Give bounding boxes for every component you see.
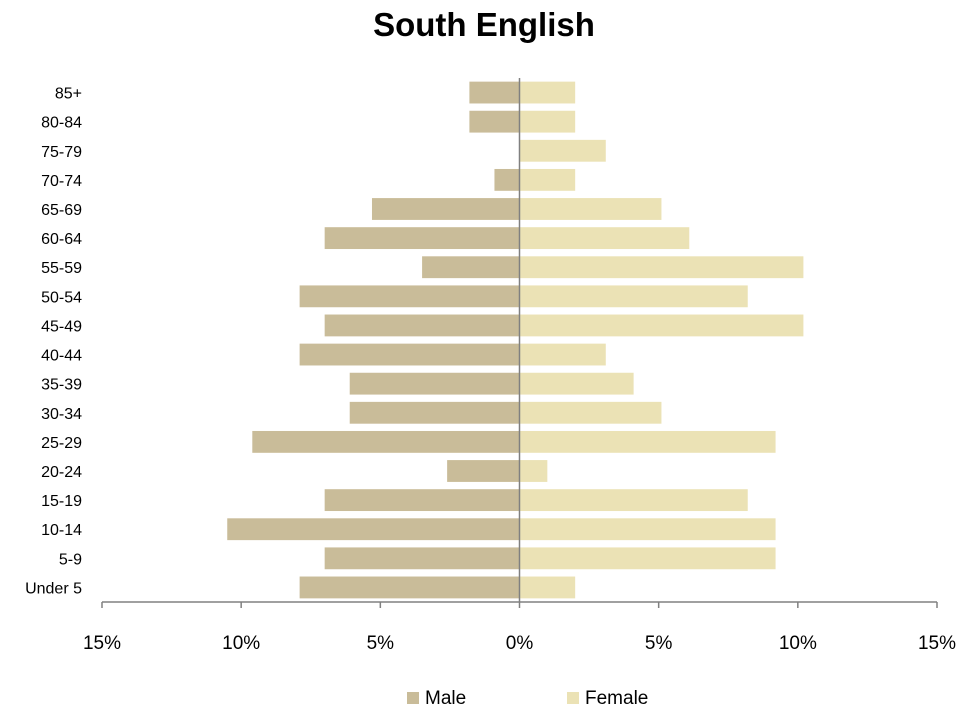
y-tick-label: 35-39 xyxy=(41,377,82,394)
x-tick-label: 0% xyxy=(506,633,534,654)
y-tick-label: 55-59 xyxy=(41,260,82,277)
bar-female-85plus xyxy=(519,81,576,104)
bar-female-70-74 xyxy=(519,168,576,191)
bar-male-under-5 xyxy=(299,576,520,599)
bar-male-50-54 xyxy=(299,285,520,308)
x-tick-label: 15% xyxy=(918,633,956,654)
bar-male-60-64 xyxy=(324,227,520,250)
x-tick-label: 10% xyxy=(779,633,817,654)
y-tick-label: 25-29 xyxy=(41,435,82,452)
y-tick-label: 5-9 xyxy=(59,551,82,568)
legend-swatch-female xyxy=(567,692,579,704)
x-tick-label: 10% xyxy=(222,633,260,654)
bar-female-30-34 xyxy=(519,401,662,424)
bar-male-10-14 xyxy=(227,518,520,541)
bar-male-20-24 xyxy=(447,460,520,482)
bar-female-45-49 xyxy=(519,314,804,337)
y-tick-label: 10-14 xyxy=(41,522,82,539)
legend-label-female: Female xyxy=(585,688,648,709)
bar-male-80-84 xyxy=(469,110,520,133)
bar-female-75-79 xyxy=(519,139,606,162)
chart-title: South English xyxy=(373,6,595,43)
bar-female-80-84 xyxy=(519,110,576,133)
y-tick-label: 40-44 xyxy=(41,348,82,365)
y-tick-label: 15-19 xyxy=(41,493,82,510)
bar-male-40-44 xyxy=(299,343,520,366)
bar-female-50-54 xyxy=(519,285,748,308)
bar-male-45-49 xyxy=(324,314,520,337)
bar-female-65-69 xyxy=(519,198,662,220)
x-tick-label: 5% xyxy=(645,633,673,654)
y-tick-label: 85+ xyxy=(55,86,82,103)
bar-male-15-19 xyxy=(324,489,520,512)
bar-female-under-5 xyxy=(519,576,576,599)
y-tick-label: 60-64 xyxy=(41,231,82,248)
bar-female-20-24 xyxy=(519,460,548,482)
bar-male-25-29 xyxy=(252,430,520,453)
y-tick-label: 75-79 xyxy=(41,144,82,161)
bar-female-60-64 xyxy=(519,227,690,250)
x-tick-label: 15% xyxy=(83,633,121,654)
bar-female-5-9 xyxy=(519,547,776,570)
y-tick-label: 65-69 xyxy=(41,202,82,219)
y-axis-labels: Under 5 5-9 10-14 15-19 20-24 25-29 30-34 35-39… xyxy=(25,86,82,598)
bar-female-35-39 xyxy=(519,372,634,395)
bar-male-5-9 xyxy=(324,547,520,570)
bar-male-70-74 xyxy=(494,168,520,191)
bar-male-55-59 xyxy=(422,256,520,279)
y-tick-label: 20-24 xyxy=(41,464,82,481)
legend-label-male: Male xyxy=(425,688,466,709)
y-tick-label: 70-74 xyxy=(41,173,82,190)
bar-female-55-59 xyxy=(519,256,804,279)
bar-male-35-39 xyxy=(349,372,520,395)
legend: Male Female xyxy=(407,688,648,709)
y-tick-label: Under 5 xyxy=(25,580,82,597)
x-tick-label: 5% xyxy=(367,633,395,654)
bar-male-65-69 xyxy=(371,198,520,220)
x-axis-ticks: 15% 10% 5% 0% 5% 10% 15% xyxy=(83,602,956,654)
y-tick-label: 80-84 xyxy=(41,115,82,132)
bar-female-25-29 xyxy=(519,430,776,453)
y-tick-label: 30-34 xyxy=(41,406,82,423)
y-tick-label: 45-49 xyxy=(41,318,82,335)
bars-group xyxy=(227,81,804,599)
bar-female-10-14 xyxy=(519,518,776,541)
bar-female-40-44 xyxy=(519,343,606,366)
bar-male-30-34 xyxy=(349,401,520,424)
bar-male-85plus xyxy=(469,81,520,104)
y-tick-label: 50-54 xyxy=(41,289,82,306)
bar-female-15-19 xyxy=(519,489,748,512)
legend-swatch-male xyxy=(407,692,419,704)
